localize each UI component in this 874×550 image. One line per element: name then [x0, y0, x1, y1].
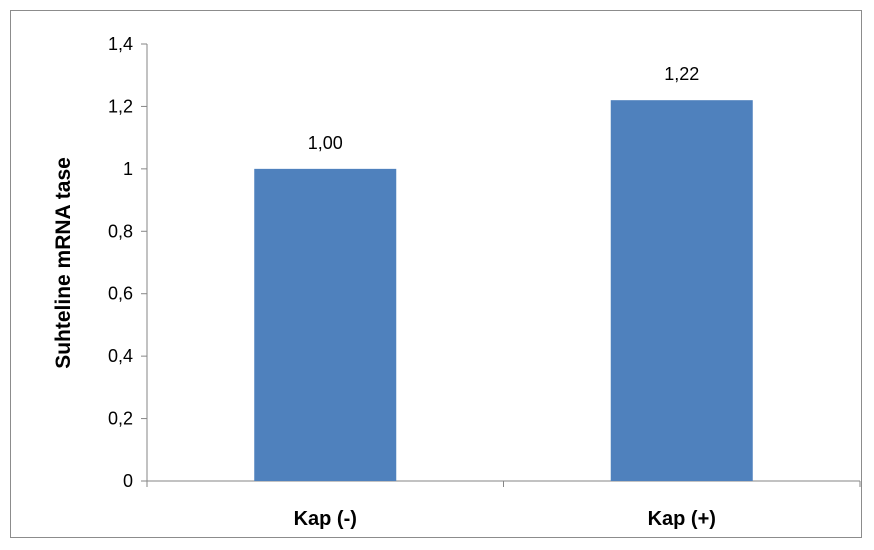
- plot-area: 0 0,2 0,4 0,6 0,8 1 1,2 1,4 1,00 Kap (-) 1,22 Kap (…: [108, 34, 861, 530]
- y-tick-label: 1: [123, 159, 133, 179]
- y-axis-title: Suhteline mRNA tase: [52, 157, 75, 369]
- y-tick-label: 0,6: [108, 284, 133, 304]
- x-category-label: Kap (-): [294, 508, 357, 530]
- y-tick-label: 1,4: [108, 34, 133, 54]
- y-tick-label: 0: [123, 471, 133, 491]
- y-tick-label: 0,2: [108, 409, 133, 429]
- bar-kap-plus: [610, 100, 753, 481]
- bar-kap-minus: [254, 168, 397, 481]
- data-label: 1,22: [664, 64, 699, 84]
- y-tick-label: 0,4: [108, 346, 133, 366]
- y-tick-label: 0,8: [108, 221, 133, 241]
- x-category-label: Kap (+): [648, 508, 716, 530]
- y-tick-label: 1,2: [108, 96, 133, 116]
- data-label: 1,00: [308, 133, 343, 153]
